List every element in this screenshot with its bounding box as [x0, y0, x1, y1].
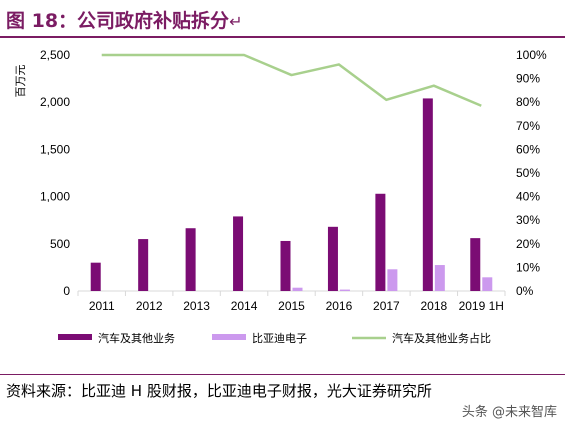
bar-auto [90, 262, 101, 291]
y2-tick-label: 30% [516, 213, 540, 227]
x-tick-label: 2013 [183, 299, 210, 313]
bar-electronics [434, 265, 445, 291]
bar-electronics [387, 269, 398, 291]
y2-tick-label: 60% [516, 142, 540, 156]
x-tick-label: 2019 1H [459, 299, 504, 313]
y2-tick-label: 0% [516, 284, 534, 298]
figure-title: 图 18：公司政府补贴拆分↵ [6, 6, 242, 33]
y-tick-label: 1,000 [40, 190, 70, 204]
subsidy-chart: 0 500 1,000 1,500 2,000 2,500 百万元 0% 10% 20% 30% 4… [14, 48, 547, 345]
bar-auto [327, 226, 338, 291]
y-axis-left: 0 500 1,000 1,500 2,000 2,500 百万元 [14, 48, 70, 298]
source-text: 资料来源：比亚迪 H 股财报，比亚迪电子财报，光大证券研究所 [6, 382, 432, 400]
x-tick-label: 2011 [89, 299, 115, 313]
y-axis-unit: 百万元 [14, 65, 27, 98]
share-line [101, 53, 482, 107]
bar-auto [185, 228, 196, 291]
x-tick-label: 2015 [278, 299, 305, 313]
y-tick-label: 2,000 [40, 95, 70, 109]
bar-auto [375, 193, 386, 291]
y2-tick-label: 10% [516, 260, 540, 274]
title-return-mark: ↵ [229, 12, 243, 31]
y-tick-label: 500 [50, 237, 70, 251]
y-tick-label: 2,500 [40, 48, 70, 62]
watermark: 头条 @未来智库 [461, 405, 557, 420]
bar-electronics [339, 289, 350, 291]
x-tick-label: 2017 [373, 299, 400, 313]
bar-auto [138, 239, 149, 291]
y-tick-label: 0 [63, 284, 70, 298]
line-series [101, 53, 482, 107]
y-axis-right: 0% 10% 20% 30% 40% 50% 60% 70% 80% 90% 100% [516, 48, 547, 298]
source-divider [0, 374, 565, 375]
y2-tick-label: 40% [516, 190, 540, 204]
bar-electronics [482, 277, 493, 291]
x-tick-label: 2012 [136, 299, 163, 313]
bar-series [90, 98, 493, 291]
legend-swatch [212, 334, 246, 340]
bar-auto [233, 216, 244, 291]
figure-title-text: 图 18：公司政府补贴拆分 [6, 10, 230, 32]
legend-label: 汽车及其他业务占比 [392, 331, 491, 345]
bar-auto [470, 238, 481, 291]
legend: 汽车及其他业务 比亚迪电子 汽车及其他业务占比 [58, 331, 491, 345]
legend-swatch [58, 334, 92, 340]
bar-electronics [292, 287, 303, 291]
y-tick-label: 1,500 [40, 142, 70, 156]
title-divider [0, 36, 565, 38]
bar-auto [280, 240, 291, 291]
y2-tick-label: 90% [516, 72, 540, 86]
legend-label: 比亚迪电子 [252, 332, 307, 345]
y2-tick-label: 80% [516, 95, 540, 109]
x-tick-label: 2016 [326, 299, 353, 313]
x-tick-label: 2018 [420, 299, 447, 313]
x-tick-label: 2014 [231, 299, 258, 313]
y2-tick-label: 70% [516, 119, 540, 133]
bar-auto [422, 98, 433, 291]
legend-label: 汽车及其他业务 [98, 331, 175, 345]
y2-tick-label: 50% [516, 166, 540, 180]
x-axis: 2011 2012 2013 2014 2015 2016 2017 2018 2019 1H [77, 290, 506, 313]
y2-tick-label: 20% [516, 237, 540, 251]
y2-tick-label: 100% [516, 48, 547, 62]
source-note: 资料来源：比亚迪 H 股财报，比亚迪电子财报，光大证券研究所 [6, 380, 432, 401]
